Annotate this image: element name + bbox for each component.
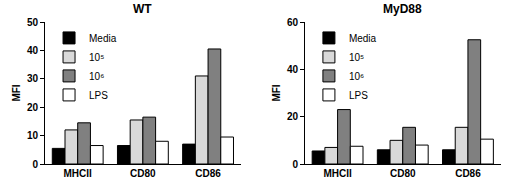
svg-text:MHCII: MHCII xyxy=(64,168,93,179)
svg-text:Media: Media xyxy=(89,33,117,44)
svg-text:LPS: LPS xyxy=(89,90,108,101)
svg-text:MyD88: MyD88 xyxy=(383,2,422,16)
svg-text:10⁶: 10⁶ xyxy=(349,71,364,82)
svg-text:WT: WT xyxy=(133,2,152,16)
svg-text:20: 20 xyxy=(287,111,299,122)
svg-text:LPS: LPS xyxy=(349,90,368,101)
svg-text:30: 30 xyxy=(27,73,39,84)
svg-text:40: 40 xyxy=(27,45,39,56)
svg-text:CD80: CD80 xyxy=(130,168,156,179)
svg-text:MFI: MFI xyxy=(11,84,22,101)
svg-text:MFI: MFI xyxy=(271,84,282,101)
svg-text:40: 40 xyxy=(287,64,299,75)
svg-text:CD86: CD86 xyxy=(455,168,481,179)
svg-text:60: 60 xyxy=(287,17,299,28)
svg-text:10: 10 xyxy=(27,130,39,141)
svg-text:0: 0 xyxy=(33,159,39,170)
svg-text:CD80: CD80 xyxy=(390,168,416,179)
svg-text:10⁶: 10⁶ xyxy=(89,71,104,82)
svg-text:CD86: CD86 xyxy=(195,168,221,179)
svg-text:10⁵: 10⁵ xyxy=(89,52,104,63)
svg-text:10⁵: 10⁵ xyxy=(349,52,364,63)
svg-text:MHCII: MHCII xyxy=(323,168,352,179)
svg-text:Media: Media xyxy=(349,33,377,44)
svg-text:0: 0 xyxy=(292,159,298,170)
svg-text:20: 20 xyxy=(27,102,39,113)
svg-text:50: 50 xyxy=(27,17,39,28)
